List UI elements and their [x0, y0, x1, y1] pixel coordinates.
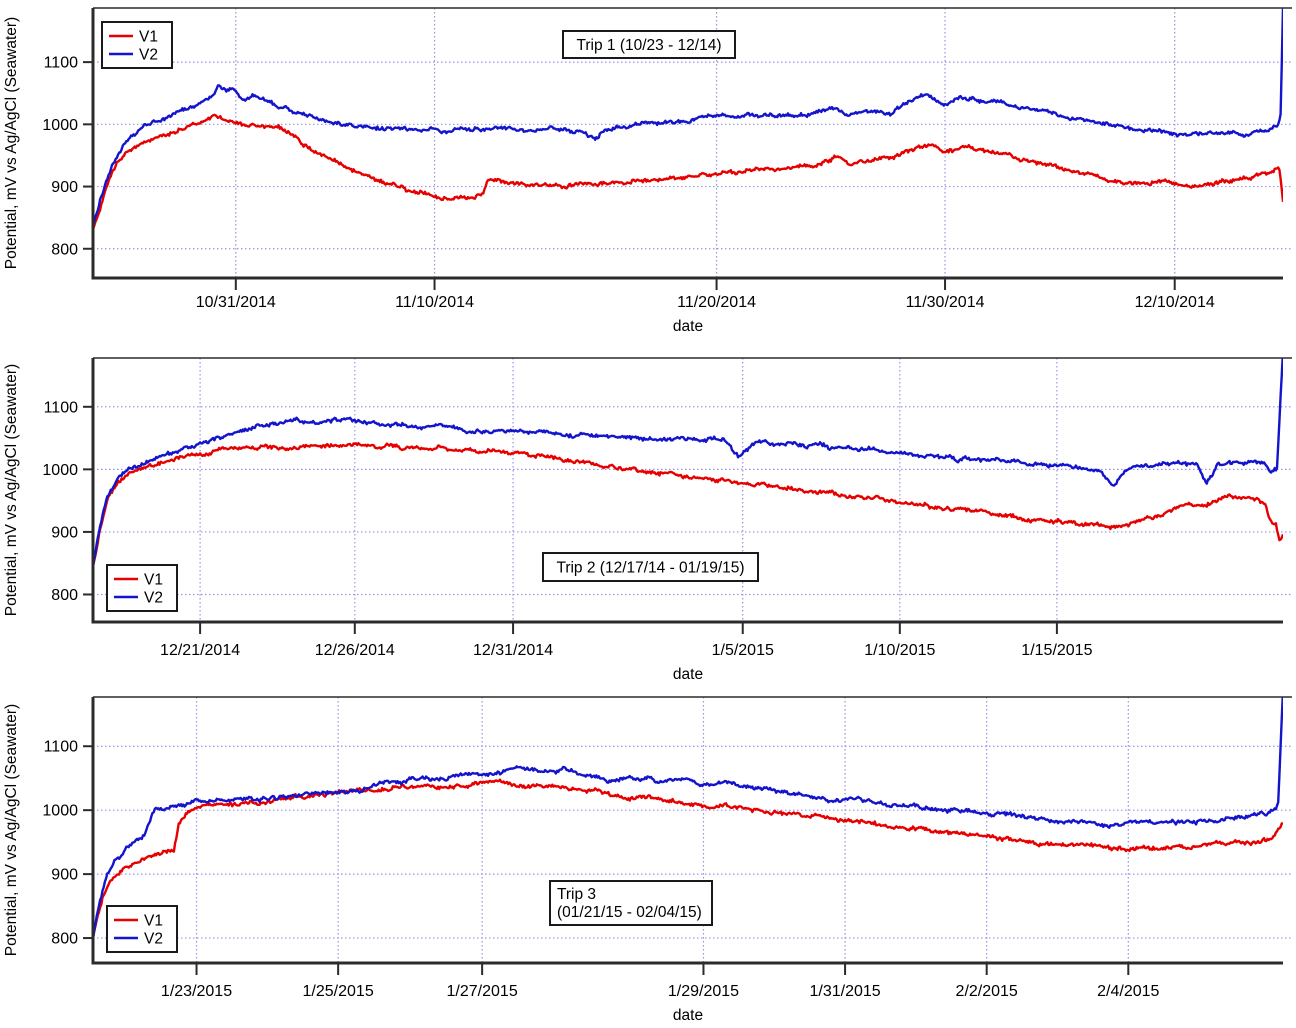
series-v2-line — [93, 697, 1283, 939]
legend-label-v2: V2 — [144, 931, 163, 948]
trip-title-box — [562, 30, 736, 59]
x-tick-label: 12/26/2014 — [315, 642, 395, 659]
legend-label-v1: V1 — [144, 913, 163, 930]
x-tick-label: 1/5/2015 — [712, 642, 774, 659]
series-v1-line — [93, 778, 1283, 939]
x-tick-label: 10/31/2014 — [196, 294, 276, 311]
series-v1-line — [93, 113, 1283, 230]
legend-box — [106, 905, 178, 953]
series-v2-line — [93, 8, 1283, 226]
trip-title: Trip 2 (12/17/14 - 01/19/15) — [542, 552, 759, 582]
y-tick-label: 900 — [51, 867, 78, 884]
x-tick-label: 12/21/2014 — [160, 642, 240, 659]
gridlines — [93, 697, 1292, 963]
axes: 800 900 1000 1100 10/31/2014 11/10/2014 11/20/… — [42, 7, 1292, 311]
y-tick-label: 1100 — [44, 399, 79, 416]
trip-title: Trip 1 (10/23 - 12/14) — [562, 30, 736, 59]
x-axis-title: date — [673, 666, 703, 683]
series-group — [93, 8, 1283, 230]
y-axis-title: Potential, mV vs Ag/AgCl (Seawater) — [3, 704, 20, 956]
y-tick-label: 1000 — [42, 462, 78, 479]
y-tick-label: 1100 — [44, 55, 79, 72]
chart-panel-3: 800 900 1000 1100 1/23/2015 1/25/2015 1/27/201… — [3, 696, 1292, 1024]
trip-title: Trip 3(01/21/15 - 02/04/15) — [549, 880, 713, 926]
trip-title-box — [549, 880, 713, 926]
x-axis-title: date — [673, 1007, 703, 1024]
x-tick-label: 1/25/2015 — [303, 983, 374, 1000]
series-v2-line — [93, 358, 1283, 567]
y-tick-label: 800 — [51, 931, 78, 948]
x-tick-label: 1/29/2015 — [668, 983, 739, 1000]
y-tick-label: 800 — [51, 587, 78, 604]
series-group — [93, 697, 1283, 939]
x-tick-label: 12/31/2014 — [473, 642, 553, 659]
x-axis-title: date — [673, 318, 703, 335]
x-tick-label: 1/27/2015 — [447, 983, 518, 1000]
trip-title-text: Trip 2 (12/17/14 - 01/19/15) — [556, 560, 744, 577]
x-tick-label: 12/10/2014 — [1135, 294, 1215, 311]
legend-label-v2: V2 — [139, 47, 158, 64]
x-tick-label: 2/2/2015 — [956, 983, 1018, 1000]
axes: 800 900 1000 1100 1/23/2015 1/25/2015 1/27/201… — [42, 696, 1292, 1000]
legend-label-v2: V2 — [144, 590, 163, 607]
trip-title-text: Trip 1 (10/23 - 12/14) — [576, 37, 721, 54]
y-axis-title: Potential, mV vs Ag/AgCl (Seawater) — [3, 364, 20, 616]
chart-panel-2: 800 900 1000 1100 12/21/2014 12/26/2014 12/31/… — [3, 357, 1292, 683]
legend-label-v1: V1 — [144, 572, 163, 589]
series-group — [93, 358, 1283, 568]
y-tick-label: 900 — [51, 524, 78, 541]
x-tick-label: 1/10/2015 — [864, 642, 935, 659]
x-tick-label: 1/23/2015 — [161, 983, 232, 1000]
trip-title-box — [542, 552, 759, 582]
legend-box — [106, 564, 178, 612]
legend-box — [101, 21, 173, 69]
x-tick-label: 1/15/2015 — [1021, 642, 1092, 659]
x-tick-label: 11/20/2014 — [677, 294, 756, 311]
trip-title-text: Trip 3 — [557, 886, 596, 903]
axes: 800 900 1000 1100 12/21/2014 12/26/2014 12/31/… — [42, 357, 1292, 659]
trip-title-text: (01/21/15 - 02/04/15) — [557, 904, 702, 921]
y-tick-label: 900 — [51, 179, 78, 196]
legend-label-v1: V1 — [139, 29, 158, 46]
y-tick-label: 800 — [51, 241, 78, 258]
x-tick-label: 2/4/2015 — [1097, 983, 1159, 1000]
y-tick-label: 1000 — [42, 117, 78, 134]
y-tick-label: 1000 — [42, 803, 78, 820]
series-v1-line — [93, 442, 1283, 568]
x-tick-label: 1/31/2015 — [809, 983, 880, 1000]
x-tick-label: 11/30/2014 — [906, 294, 985, 311]
x-tick-label: 11/10/2014 — [395, 294, 474, 311]
chart-panel-1: 800 900 1000 1100 10/31/2014 11/10/2014 11/20/… — [3, 7, 1292, 335]
y-axis-title: Potential, mV vs Ag/AgCl (Seawater) — [3, 17, 20, 269]
y-tick-label: 1100 — [44, 739, 79, 756]
